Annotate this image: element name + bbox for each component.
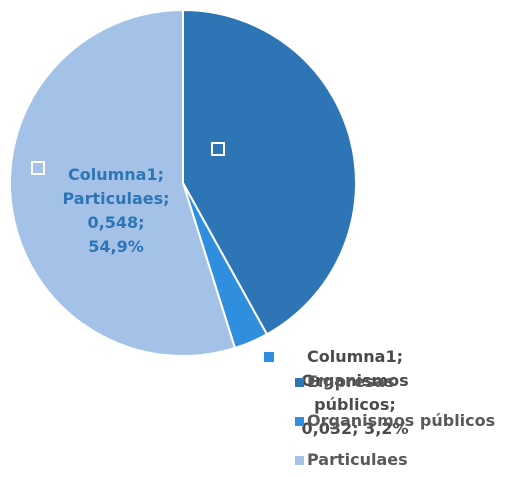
data-label-marker-organismos-publicos — [264, 352, 274, 362]
data-label-line: 0,548; — [87, 213, 144, 232]
data-label-marker-empresas — [211, 142, 225, 156]
data-label-line: 0,032; 3,2% — [302, 419, 409, 438]
pie-slice-particulaes — [9, 8, 237, 357]
data-label-line: 41,9% — [258, 208, 314, 227]
data-label-empresas: Columna1; Empresas; 0,419; 41,9% — [238, 142, 334, 227]
legend-item-organismos-publicos: Organismos públicos — [307, 411, 495, 430]
legend-item-empresas: Empresas — [307, 372, 395, 391]
data-label-line: públicos; — [314, 395, 396, 414]
data-label-line: Organismos — [301, 371, 408, 390]
legend-swatch-organismos-publicos — [295, 417, 304, 426]
data-label-line: Empresas; — [239, 164, 333, 183]
data-label-marker-particulaes — [31, 161, 45, 175]
legend-item-particulaes: Particulaes — [307, 450, 408, 469]
legend-swatch-empresas — [295, 378, 304, 387]
data-label-organismos-publicos: Columna1; Organismos públicos; 0,032; 3,2% — [301, 347, 408, 438]
data-label-line: Columna1; — [238, 142, 334, 161]
data-label-line: Columna1; — [68, 165, 164, 184]
data-label-line: Columna1; — [307, 347, 403, 366]
legend-swatch-particulaes — [295, 456, 304, 465]
data-label-line: 0,419; — [257, 186, 314, 205]
pie-slice-empresas — [182, 8, 357, 336]
data-label-particulaes: Columna1; Particulaes; 0,548; 54,9% — [62, 165, 169, 256]
data-label-line: 54,9% — [88, 237, 144, 256]
data-label-line: Particulaes; — [62, 189, 169, 208]
